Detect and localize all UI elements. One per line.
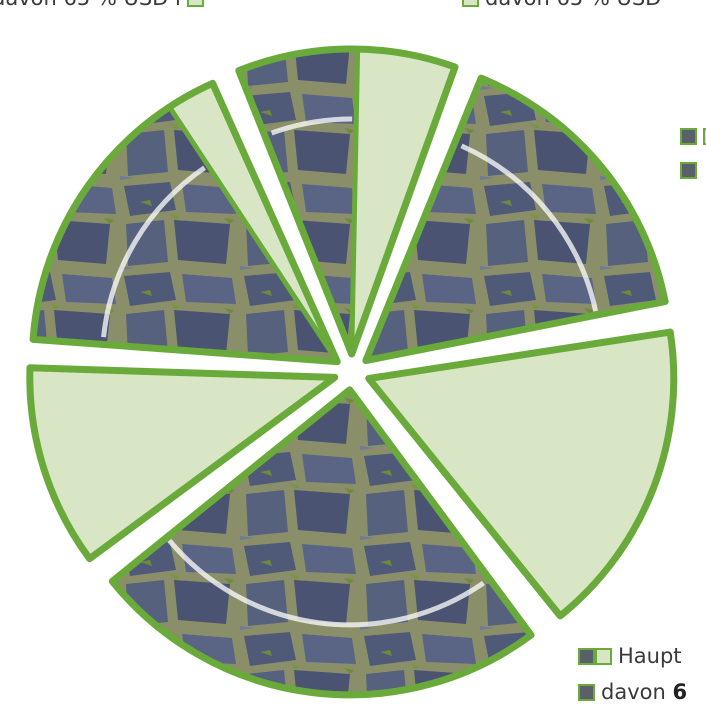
legend-swatch (462, 0, 479, 7)
legend-swatch (578, 683, 595, 701)
legend-swatch (680, 128, 697, 145)
legend-swatch (680, 162, 697, 179)
legend-swatch-light (703, 128, 706, 145)
slice-photo-fill (112, 389, 532, 695)
slice-outline (26, 364, 339, 563)
legend-text: davon 65 % USD (485, 0, 661, 10)
pie-slice-1 (29, 79, 341, 366)
legend-entry-top-left: davon 65 % USD i (0, 0, 204, 10)
pie-slice-6 (26, 364, 339, 563)
legend-entry-top-center: davon 65 % USD (462, 0, 661, 10)
slice-outline (235, 45, 459, 358)
slice-highlight-arc (270, 116, 353, 136)
legend-swatch (578, 647, 595, 665)
slice-outline (29, 79, 341, 366)
legend-text: Haupt (618, 644, 682, 668)
legend-entry-bottom-2: davon 6 (578, 680, 687, 704)
pie-slice-2 (235, 45, 459, 358)
slice-highlight-arc (167, 538, 485, 628)
slice-outline (108, 386, 535, 699)
pie-slice-3 (362, 74, 669, 365)
legend-entry-right-1 (680, 128, 706, 145)
legend-swatch-light (595, 647, 612, 665)
legend-entry-right-2 (680, 162, 697, 179)
legend-entry-bottom-1: Haupt (578, 644, 682, 668)
legend-text: davon 6 (601, 680, 688, 704)
slice-outline (365, 328, 678, 620)
slice-photo-fill (33, 83, 338, 362)
legend-swatch (186, 0, 204, 7)
legend-text: davon 65 % USD i (0, 0, 181, 10)
pie-slice-4 (365, 328, 678, 620)
slice-outline (362, 74, 669, 365)
slice-highlight-arc (101, 165, 207, 338)
pie-slice-5 (108, 386, 535, 699)
slice-highlight-arc (460, 143, 599, 312)
